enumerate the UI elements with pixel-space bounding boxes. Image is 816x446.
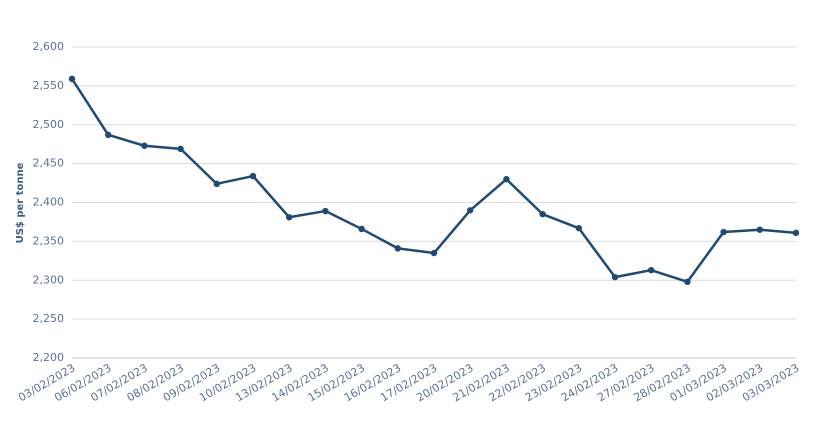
point xyxy=(611,273,619,281)
point xyxy=(503,175,510,183)
point xyxy=(430,249,438,257)
point xyxy=(249,172,257,180)
point xyxy=(756,226,763,233)
point xyxy=(648,266,655,274)
point xyxy=(213,180,220,188)
y-tick-label: 2,550 xyxy=(33,79,65,92)
y-tick-label: 2,250 xyxy=(33,312,65,325)
y-axis-label: US$ per tonne xyxy=(15,162,26,243)
point xyxy=(68,75,76,83)
point xyxy=(394,245,401,252)
y-tick-label: 2,300 xyxy=(33,273,65,286)
point xyxy=(177,145,184,153)
y-tick-label: 2,200 xyxy=(33,351,65,364)
point xyxy=(141,142,148,149)
y-tick-label: 2,600 xyxy=(33,40,65,53)
point xyxy=(467,207,474,214)
y-tick-label: 2,350 xyxy=(33,234,65,247)
y-tick-label: 2,500 xyxy=(33,118,65,131)
point xyxy=(105,131,112,139)
point xyxy=(358,225,365,233)
y-tick-label: 2,450 xyxy=(33,157,65,170)
point xyxy=(286,214,293,221)
point xyxy=(539,210,546,218)
point xyxy=(322,207,329,215)
point xyxy=(684,278,691,286)
point xyxy=(792,229,800,237)
point xyxy=(720,228,727,236)
point xyxy=(575,224,582,232)
y-tick-label: 2,400 xyxy=(33,196,65,209)
